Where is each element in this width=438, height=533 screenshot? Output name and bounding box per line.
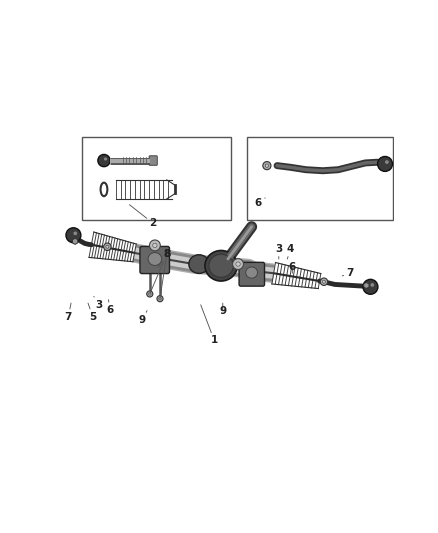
Text: 7: 7 bbox=[342, 268, 354, 278]
Circle shape bbox=[104, 243, 111, 251]
Circle shape bbox=[385, 160, 389, 164]
Ellipse shape bbox=[209, 254, 233, 277]
Text: 8: 8 bbox=[158, 249, 170, 268]
Circle shape bbox=[157, 296, 163, 302]
Text: 4: 4 bbox=[287, 244, 294, 259]
Text: 3: 3 bbox=[94, 296, 102, 310]
Circle shape bbox=[320, 278, 328, 286]
Text: 9: 9 bbox=[139, 311, 147, 325]
Circle shape bbox=[371, 283, 374, 287]
Circle shape bbox=[149, 240, 160, 251]
Circle shape bbox=[233, 259, 244, 270]
Text: 1: 1 bbox=[201, 305, 218, 345]
FancyBboxPatch shape bbox=[239, 262, 265, 286]
Circle shape bbox=[322, 280, 325, 283]
Circle shape bbox=[236, 262, 240, 266]
Text: 7: 7 bbox=[65, 303, 72, 322]
Polygon shape bbox=[364, 282, 369, 288]
Bar bbox=[247, 137, 392, 220]
Polygon shape bbox=[72, 238, 78, 245]
Circle shape bbox=[378, 157, 392, 172]
Circle shape bbox=[265, 164, 268, 167]
Ellipse shape bbox=[189, 255, 209, 273]
Circle shape bbox=[74, 231, 77, 235]
Circle shape bbox=[106, 245, 109, 248]
Circle shape bbox=[148, 293, 151, 295]
Circle shape bbox=[104, 157, 107, 160]
Circle shape bbox=[363, 279, 378, 294]
Circle shape bbox=[66, 228, 81, 243]
Text: 9: 9 bbox=[219, 303, 226, 316]
Ellipse shape bbox=[148, 253, 162, 265]
Text: 3: 3 bbox=[275, 244, 283, 259]
Circle shape bbox=[98, 155, 110, 167]
FancyBboxPatch shape bbox=[149, 156, 157, 165]
Text: 6: 6 bbox=[255, 198, 265, 208]
Circle shape bbox=[263, 161, 271, 169]
Circle shape bbox=[153, 243, 157, 247]
Bar bbox=[82, 137, 231, 220]
Ellipse shape bbox=[205, 251, 237, 281]
Circle shape bbox=[147, 291, 153, 297]
Text: 6: 6 bbox=[106, 300, 114, 315]
Text: 6: 6 bbox=[289, 262, 296, 273]
Text: 2: 2 bbox=[130, 205, 157, 228]
Ellipse shape bbox=[246, 267, 258, 278]
Circle shape bbox=[159, 297, 161, 300]
FancyBboxPatch shape bbox=[140, 246, 170, 273]
Text: 8: 8 bbox=[150, 249, 170, 294]
Text: 5: 5 bbox=[88, 303, 96, 322]
